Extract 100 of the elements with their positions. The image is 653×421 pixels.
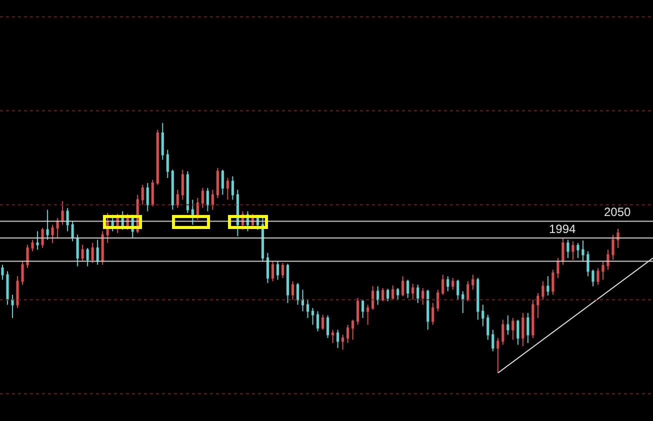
candlestick xyxy=(46,209,49,240)
candlestick xyxy=(231,176,234,200)
candlestick xyxy=(476,278,480,320)
annotation: 1994 xyxy=(549,222,576,236)
candlestick xyxy=(56,218,59,238)
candlestick xyxy=(311,308,314,326)
candlestick xyxy=(141,184,144,206)
candlestick xyxy=(331,329,334,344)
candlestick xyxy=(216,168,219,198)
candlestick xyxy=(176,189,179,208)
candlestick xyxy=(392,285,394,300)
candlestick xyxy=(616,228,620,248)
candlestick xyxy=(186,170,189,214)
candlestick xyxy=(281,262,284,278)
candlestick xyxy=(452,278,454,290)
candlestick xyxy=(6,270,9,306)
candlestick xyxy=(582,240,584,262)
candlestick xyxy=(386,288,390,302)
candlestick xyxy=(66,208,69,232)
candlestick xyxy=(16,276,19,308)
candlestick xyxy=(592,269,594,287)
candlestick xyxy=(81,244,84,262)
candlestick xyxy=(101,230,104,266)
candlestick xyxy=(486,314,490,340)
candlestick xyxy=(271,260,274,282)
candlestick xyxy=(382,288,384,302)
candlestick xyxy=(372,286,374,310)
candlestick xyxy=(306,299,310,318)
candlestick xyxy=(11,294,14,318)
candlestick xyxy=(446,276,450,292)
candlestick xyxy=(156,129,159,186)
candlestick xyxy=(206,188,209,212)
candlestick xyxy=(341,334,344,350)
candlestick xyxy=(36,230,39,250)
candlestick xyxy=(86,248,89,267)
candlestick xyxy=(31,239,34,252)
candlestick xyxy=(191,199,194,226)
candlestick xyxy=(532,299,534,338)
candlestick xyxy=(351,319,354,340)
candlestick xyxy=(506,315,510,336)
candlestick xyxy=(562,238,564,266)
candlestick xyxy=(71,220,74,242)
candlestick xyxy=(221,169,224,196)
candlestick xyxy=(566,239,570,258)
candlestick xyxy=(361,299,364,318)
candlestick xyxy=(346,324,350,344)
candlestick xyxy=(336,329,340,348)
annotation: 2050 xyxy=(604,205,632,219)
candlestick xyxy=(492,329,494,352)
candlestick xyxy=(151,179,154,207)
candlestick xyxy=(146,182,149,212)
candlestick xyxy=(546,276,550,296)
candlestick xyxy=(286,263,290,304)
candlestick xyxy=(41,228,44,248)
candlestick xyxy=(556,258,560,278)
candlestick xyxy=(436,289,440,312)
candlestick xyxy=(602,260,604,280)
candlestick xyxy=(512,318,514,340)
candlestick xyxy=(61,200,64,226)
candlestick xyxy=(296,282,300,306)
candlestick xyxy=(366,304,370,326)
candlestick xyxy=(266,252,269,284)
candlestick xyxy=(466,280,470,302)
candlestick xyxy=(516,319,520,346)
candlestick xyxy=(422,288,424,306)
candlestick xyxy=(432,302,434,326)
candlestick xyxy=(181,169,184,200)
candlestick xyxy=(356,298,360,326)
candlestick xyxy=(552,269,554,296)
candlestick xyxy=(376,286,380,306)
candlestick xyxy=(326,315,330,338)
candlestick xyxy=(166,149,169,178)
candlestick xyxy=(536,292,540,318)
candlestick xyxy=(526,312,530,344)
candlestick xyxy=(572,240,574,260)
candlestick xyxy=(472,274,474,290)
candlestick xyxy=(226,178,229,200)
candlestick xyxy=(276,260,279,280)
candlestick xyxy=(96,239,99,266)
candlestick xyxy=(416,284,420,304)
candlestick xyxy=(201,188,204,208)
candlestick xyxy=(196,198,199,220)
candlestick xyxy=(91,242,94,264)
candlestick xyxy=(21,260,24,286)
candlestick xyxy=(211,189,214,210)
candlestick xyxy=(462,290,464,314)
candlestick xyxy=(316,310,320,332)
candlestick xyxy=(321,314,324,330)
candlestick xyxy=(76,234,79,267)
candlestick xyxy=(236,189,239,237)
candlestick xyxy=(542,280,544,300)
candlestick xyxy=(26,244,29,268)
candlestick xyxy=(586,250,590,277)
candlestick xyxy=(412,283,414,300)
candlestick xyxy=(171,169,174,210)
candlestick xyxy=(482,304,484,327)
candlestick xyxy=(301,289,304,312)
candlestick xyxy=(291,280,294,300)
candlestick xyxy=(522,312,524,347)
candlestick xyxy=(161,123,164,160)
